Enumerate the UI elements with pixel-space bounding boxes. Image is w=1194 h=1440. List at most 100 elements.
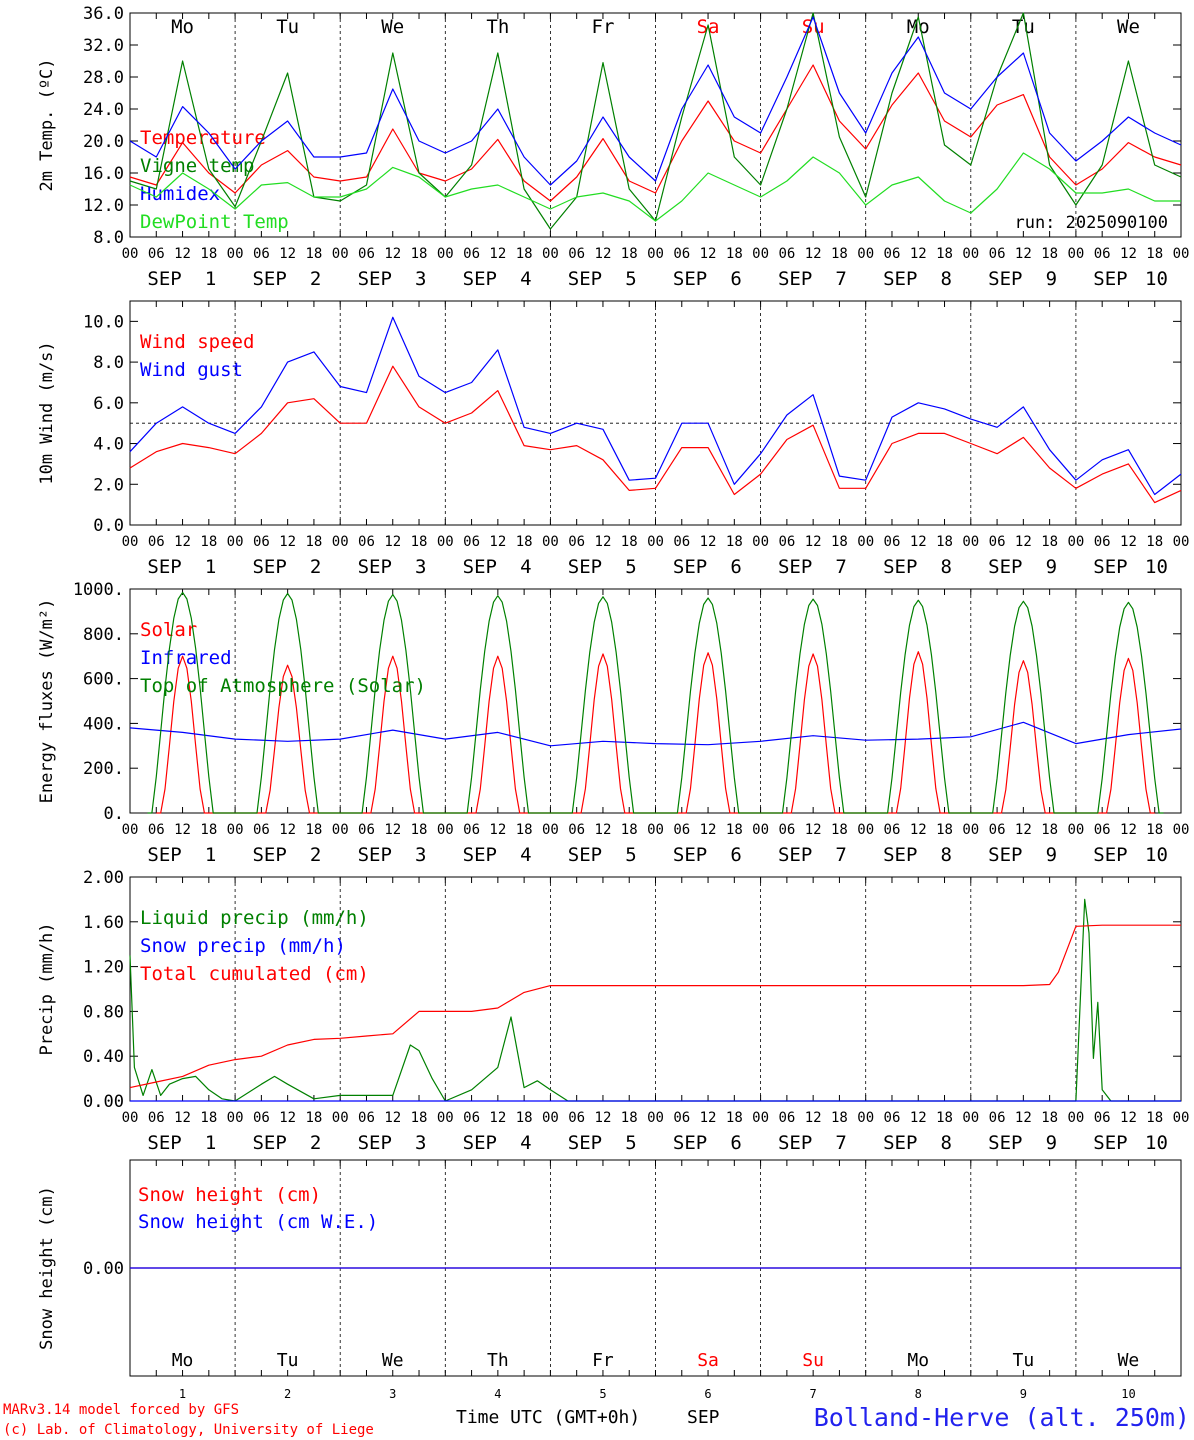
x-tick-label: 12 bbox=[910, 534, 927, 550]
legend-entry: Humidex bbox=[140, 183, 220, 205]
x-date-label: 1 bbox=[205, 556, 216, 578]
x-tick-label: 00 bbox=[437, 822, 454, 838]
x-date-label: 3 bbox=[415, 268, 426, 290]
weekday-label: We bbox=[1118, 1350, 1140, 1371]
x-tick-label: 00 bbox=[1067, 534, 1084, 550]
x-date-label: 2 bbox=[284, 1387, 291, 1401]
x-tick-label: 18 bbox=[1146, 534, 1163, 550]
x-tick-label: 00 bbox=[542, 534, 559, 550]
weekday-label: Mo bbox=[171, 16, 194, 38]
y-tick-label: 2.0 bbox=[93, 475, 124, 495]
x-tick-label: 00 bbox=[857, 1110, 874, 1126]
x-tick-label: 18 bbox=[411, 1110, 428, 1126]
x-tick-label: 12 bbox=[174, 822, 191, 838]
y-tick-label: 2.00 bbox=[83, 868, 124, 888]
panel-2: Energy fluxes (W/m²)0.200.400.600.800.10… bbox=[37, 580, 1189, 866]
x-tick-label: 12 bbox=[1015, 534, 1032, 550]
legend-entry: Vigne temp bbox=[140, 155, 254, 177]
y-tick-label: 28.0 bbox=[83, 68, 124, 88]
panel-3: Precip (mm/h) 0.00 0.40 0.80 1.20 1.60 2.00 00 0… bbox=[37, 868, 1189, 1154]
x-tick-label: 12 bbox=[279, 246, 296, 262]
x-tick-label: 18 bbox=[621, 246, 638, 262]
x-tick-label: 18 bbox=[936, 822, 953, 838]
x-tick-label: 06 bbox=[358, 246, 375, 262]
x-tick-label: 00 bbox=[542, 822, 559, 838]
x-tick-label: 12 bbox=[1015, 822, 1032, 838]
x-tick-label: 06 bbox=[358, 1110, 375, 1126]
x-tick-label: 12 bbox=[384, 1110, 401, 1126]
weekday-label: We bbox=[382, 1350, 404, 1371]
x-tick-label: 12 bbox=[595, 246, 612, 262]
legend-entry: DewPoint Temp bbox=[140, 211, 289, 233]
x-tick-label: 12 bbox=[1120, 246, 1137, 262]
y-tick-label: 1000. bbox=[73, 580, 124, 600]
x-tick-label: 18 bbox=[305, 534, 322, 550]
x-month-label: SEP bbox=[1093, 844, 1127, 866]
x-date-label: 10 bbox=[1121, 1387, 1135, 1401]
y-tick-label: 24.0 bbox=[83, 100, 124, 120]
x-tick-label: 00 bbox=[227, 822, 244, 838]
x-month-label: SEP bbox=[673, 844, 707, 866]
x-tick-label: 18 bbox=[726, 246, 743, 262]
x-tick-label: 00 bbox=[1173, 534, 1190, 550]
x-tick-label: 06 bbox=[884, 534, 901, 550]
x-tick-label: 06 bbox=[463, 1110, 480, 1126]
x-tick-label: 06 bbox=[1094, 1110, 1111, 1126]
x-date-label: 5 bbox=[625, 556, 636, 578]
x-month-label: SEP bbox=[883, 268, 917, 290]
x-date-label: 2 bbox=[310, 844, 321, 866]
x-month-label: SEP bbox=[252, 844, 286, 866]
x-date-label: 7 bbox=[810, 1387, 817, 1401]
y-tick-label: 16.0 bbox=[83, 164, 124, 184]
x-tick-label: 06 bbox=[253, 1110, 270, 1126]
panels: 2m Temp. (ºC)8.012.016.020.024.028.032.0… bbox=[37, 4, 1189, 1401]
x-tick-label: 18 bbox=[305, 822, 322, 838]
x-tick-label: 00 bbox=[437, 246, 454, 262]
x-date-label: 6 bbox=[730, 556, 741, 578]
x-tick-label: 18 bbox=[831, 1110, 848, 1126]
x-tick-label: 00 bbox=[332, 1110, 349, 1126]
x-tick-label: 18 bbox=[936, 246, 953, 262]
x-date-label: 6 bbox=[730, 268, 741, 290]
x-tick-label: 00 bbox=[542, 1110, 559, 1126]
x-month-label: SEP bbox=[988, 844, 1022, 866]
x-tick-label: 18 bbox=[831, 246, 848, 262]
weekday-label: Th bbox=[486, 16, 509, 38]
x-tick-label: 12 bbox=[595, 822, 612, 838]
x-tick-label: 18 bbox=[305, 246, 322, 262]
x-tick-label: 06 bbox=[568, 534, 585, 550]
y-tick-label: 0.80 bbox=[83, 1002, 124, 1022]
x-month-label: SEP bbox=[1093, 556, 1127, 578]
x-date-label: 8 bbox=[941, 268, 952, 290]
legend-entry: Solar bbox=[140, 619, 197, 641]
x-tick-label: 06 bbox=[463, 534, 480, 550]
x-tick-label: 06 bbox=[568, 1110, 585, 1126]
x-tick-label: 00 bbox=[1173, 246, 1190, 262]
x-month-label: SEP bbox=[358, 268, 392, 290]
x-date-label: 9 bbox=[1046, 844, 1057, 866]
plot-frame bbox=[129, 300, 1182, 526]
x-month-label: SEP bbox=[778, 556, 812, 578]
x-month-label: SEP bbox=[463, 1132, 497, 1154]
x-tick-label: 00 bbox=[752, 246, 769, 262]
x-tick-label: 12 bbox=[1015, 246, 1032, 262]
x-tick-label: 12 bbox=[384, 246, 401, 262]
x-date-label: 6 bbox=[730, 1132, 741, 1154]
x-month-label: SEP bbox=[358, 556, 392, 578]
x-month-label: SEP bbox=[463, 268, 497, 290]
x-month-label: SEP bbox=[147, 1132, 181, 1154]
x-tick-label: 06 bbox=[253, 534, 270, 550]
x-tick-label: 12 bbox=[700, 534, 717, 550]
x-tick-label: 18 bbox=[411, 246, 428, 262]
x-tick-label: 18 bbox=[516, 246, 533, 262]
y-tick-label: 200. bbox=[83, 759, 124, 779]
x-tick-label: 00 bbox=[227, 246, 244, 262]
x-tick-label: 18 bbox=[621, 822, 638, 838]
x-tick-label: 12 bbox=[384, 822, 401, 838]
x-tick-label: 18 bbox=[200, 1110, 217, 1126]
x-tick-label: 06 bbox=[568, 822, 585, 838]
weekday-label: Mo bbox=[907, 1350, 929, 1371]
x-tick-label: 06 bbox=[884, 1110, 901, 1126]
x-tick-label: 00 bbox=[332, 534, 349, 550]
x-tick-label: 06 bbox=[989, 534, 1006, 550]
